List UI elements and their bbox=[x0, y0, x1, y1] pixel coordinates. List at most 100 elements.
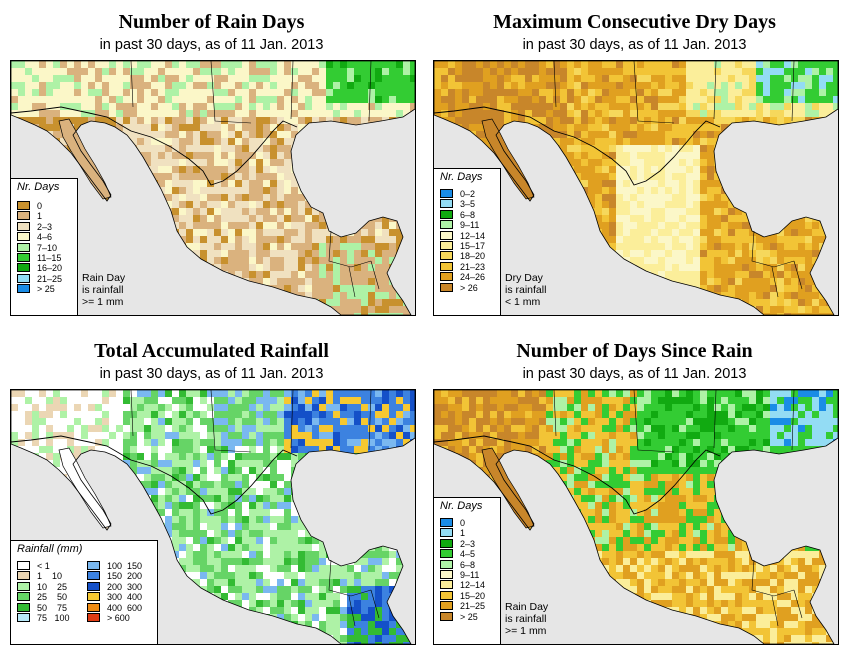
legend-entry: 12–14 bbox=[440, 230, 510, 241]
legend-label: 18–20 bbox=[460, 251, 486, 262]
legend-swatch bbox=[440, 601, 453, 611]
country-border bbox=[434, 106, 721, 186]
panel-subtitle: in past 30 days, as of 11 Jan. 2013 bbox=[522, 37, 747, 53]
legend-entry: 1 bbox=[17, 211, 87, 221]
legend-label: 50 75 bbox=[37, 602, 68, 613]
legend-swatch bbox=[17, 592, 30, 602]
legend-entry: 21–23 bbox=[440, 261, 510, 272]
legend-swatch bbox=[17, 571, 30, 581]
legend-entry: 10 25 bbox=[17, 581, 87, 592]
legend-entry: 15–17 bbox=[440, 241, 510, 251]
legend-entry: 1 bbox=[440, 528, 510, 538]
legend-label: 21–25 bbox=[460, 601, 486, 612]
coastline bbox=[434, 61, 838, 315]
legend-swatch bbox=[87, 581, 100, 591]
legend-entry: 300 400 bbox=[87, 592, 157, 602]
legend-swatch bbox=[440, 570, 453, 579]
legend-entry: 24–26 bbox=[440, 272, 510, 282]
country-border bbox=[11, 435, 298, 515]
legend-swatch bbox=[440, 220, 453, 230]
legend-note: Rain Day is rainfall >= 1 mm bbox=[82, 272, 126, 308]
legend-entry: 3–5 bbox=[440, 199, 510, 209]
legend-label: 24–26 bbox=[460, 272, 486, 283]
legend-title: Nr. Days bbox=[17, 181, 60, 193]
legend-swatch bbox=[440, 261, 453, 271]
coastline bbox=[11, 61, 415, 315]
legend-entry: 15–20 bbox=[440, 590, 510, 601]
legend-label: 0 bbox=[460, 518, 466, 528]
baja-peninsula bbox=[58, 118, 112, 200]
legend-swatch bbox=[17, 602, 30, 612]
legend-swatch bbox=[440, 251, 453, 261]
legend-entry: 400 600 bbox=[87, 602, 157, 613]
legend-note: Dry Day is rainfall < 1 mm bbox=[505, 272, 547, 308]
baja-peninsula bbox=[481, 118, 535, 200]
legend-swatch bbox=[440, 559, 453, 569]
legend-label: 200 300 bbox=[107, 581, 143, 592]
panel-title: Total Accumulated Rainfall bbox=[94, 340, 329, 362]
coastline bbox=[434, 390, 838, 644]
legend-entry: > 26 bbox=[440, 282, 510, 293]
legend-label: 2–3 bbox=[460, 538, 476, 549]
legend-entry: 4–5 bbox=[440, 549, 510, 559]
coastline bbox=[11, 390, 415, 644]
legend-entry: 50 75 bbox=[17, 602, 87, 613]
legend-entry: 2–3 bbox=[440, 538, 510, 549]
legend-swatch bbox=[440, 580, 453, 590]
legend-label: 12–14 bbox=[460, 580, 486, 591]
baja-peninsula bbox=[481, 447, 535, 529]
legend-label: 16–20 bbox=[37, 263, 63, 274]
legend-swatch bbox=[440, 538, 453, 548]
legend-swatch bbox=[440, 230, 453, 240]
legend-entry: 21–25 bbox=[17, 273, 87, 284]
panel-days-since-rain: Number of Days Since Rain in past 30 day… bbox=[423, 329, 846, 658]
legend-swatch bbox=[440, 528, 453, 538]
legend-swatch bbox=[440, 189, 453, 198]
map-svg bbox=[434, 61, 838, 315]
legend-title: Nr. Days bbox=[440, 500, 483, 512]
legend-swatch bbox=[17, 211, 30, 221]
legend-label: > 25 bbox=[460, 611, 478, 622]
legend-entry: 4–6 bbox=[17, 232, 87, 242]
legend-swatch bbox=[17, 273, 30, 283]
legend-swatch bbox=[87, 571, 100, 581]
legend-entry: > 25 bbox=[440, 611, 510, 622]
legend-entry: 1 10 bbox=[17, 571, 87, 581]
legend-entry: 200 300 bbox=[87, 581, 157, 592]
legend-swatch bbox=[17, 581, 30, 591]
legend-swatch bbox=[440, 272, 453, 282]
legend-swatch bbox=[17, 263, 30, 273]
legend-entry: 21–25 bbox=[440, 601, 510, 611]
legend-label: 11–15 bbox=[37, 253, 62, 263]
legend-label: 25 50 bbox=[37, 592, 68, 603]
legend-days-since-rain: Nr. Days 0 1 2–3 4–5 6–8 9–11 12–14 15–20 21–25 > … bbox=[433, 497, 501, 645]
legend-label: 1 bbox=[460, 528, 466, 539]
legend-label: 4–6 bbox=[37, 232, 53, 243]
legend-label: 6–8 bbox=[460, 209, 476, 220]
legend-label: 300 400 bbox=[107, 592, 143, 603]
legend-entry: 9–11 bbox=[440, 570, 510, 580]
state-borders bbox=[553, 390, 803, 627]
legend-entry: 25 50 bbox=[17, 592, 87, 602]
legend-entry: 16–20 bbox=[17, 263, 87, 273]
legend-entry: 12–14 bbox=[440, 580, 510, 590]
legend-note: Rain Day is rainfall >= 1 mm bbox=[505, 601, 549, 637]
legend-swatch bbox=[17, 284, 30, 294]
legend-label: 9–11 bbox=[460, 220, 480, 231]
legend-label: 4–5 bbox=[460, 549, 476, 560]
legend-title: Rainfall (mm) bbox=[17, 543, 83, 555]
legend-swatch bbox=[440, 590, 453, 600]
panel-title: Maximum Consecutive Dry Days bbox=[493, 11, 776, 33]
legend-swatch bbox=[440, 611, 453, 621]
legend-entry: 9–11 bbox=[440, 220, 510, 230]
legend-entry: 75 100 bbox=[17, 613, 87, 623]
legend-entry: > 600 bbox=[87, 613, 157, 623]
legend-label: 9–11 bbox=[460, 570, 480, 580]
legend-label: 150 200 bbox=[107, 571, 143, 582]
legend-entry: 2–3 bbox=[17, 221, 87, 232]
legend-swatch bbox=[440, 209, 453, 219]
panel-subtitle: in past 30 days, as of 11 Jan. 2013 bbox=[99, 37, 324, 53]
legend-entry: 150 200 bbox=[87, 571, 157, 581]
legend-swatch bbox=[440, 549, 453, 559]
legend-entry: 6–8 bbox=[440, 209, 510, 220]
